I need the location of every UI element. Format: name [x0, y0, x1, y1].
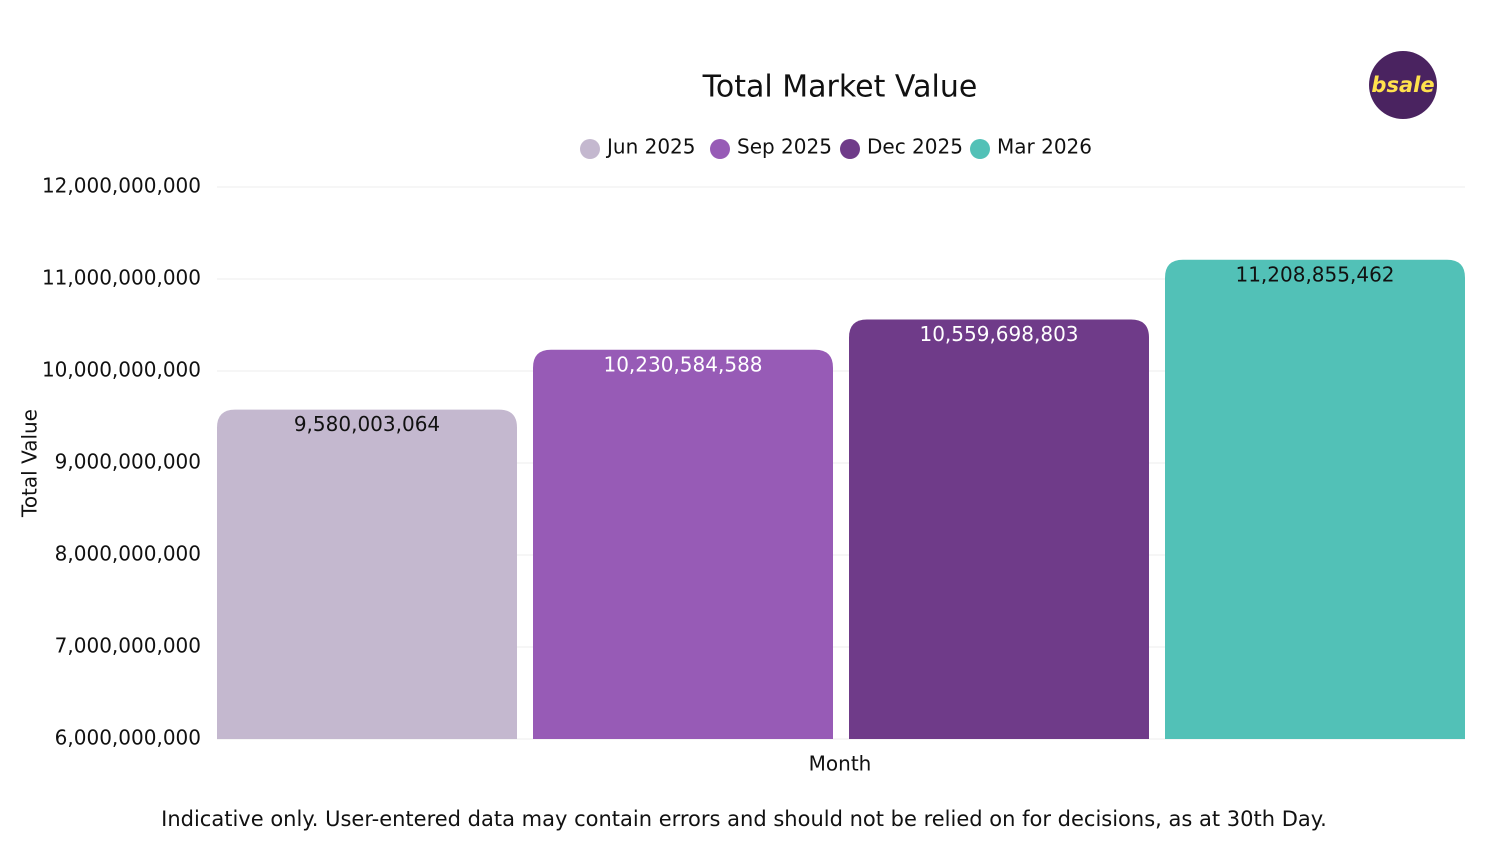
y-tick-label: 10,000,000,000 [42, 358, 201, 382]
legend-label: Sep 2025 [737, 135, 832, 159]
y-tick-label: 11,000,000,000 [42, 266, 201, 290]
logo-badge [1369, 51, 1437, 119]
legend-label: Jun 2025 [605, 135, 696, 159]
bar [1165, 259, 1465, 739]
legend-marker [580, 139, 600, 159]
y-tick-label: 12,000,000,000 [42, 174, 201, 198]
data-label: 10,230,584,588 [603, 352, 762, 376]
legend-label: Mar 2026 [997, 135, 1092, 159]
y-axis-label: Total Value [18, 409, 42, 518]
footnote: Indicative only. User-entered data may c… [161, 807, 1327, 831]
legend-marker [710, 139, 730, 159]
y-tick-label: 6,000,000,000 [55, 726, 201, 750]
legend-marker [840, 139, 860, 159]
x-axis-label: Month [809, 752, 872, 776]
legend-marker [970, 139, 990, 159]
data-label: 11,208,855,462 [1235, 262, 1394, 286]
y-tick-label: 9,000,000,000 [55, 450, 201, 474]
data-label: 9,580,003,064 [294, 412, 440, 436]
chart-title: Total Market Value [702, 70, 978, 105]
bar [217, 409, 517, 739]
y-tick-label: 7,000,000,000 [55, 634, 201, 658]
bar [533, 349, 833, 739]
logo: bsale [1371, 73, 1434, 97]
data-label: 10,559,698,803 [919, 322, 1078, 346]
legend-label: Dec 2025 [867, 135, 963, 159]
bar [849, 319, 1149, 739]
y-tick-label: 8,000,000,000 [55, 542, 201, 566]
